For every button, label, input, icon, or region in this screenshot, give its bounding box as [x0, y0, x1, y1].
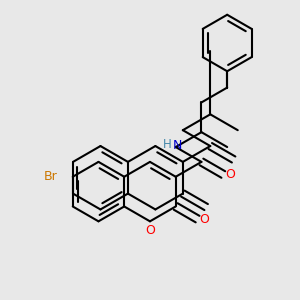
Text: H: H [162, 138, 171, 151]
Text: O: O [225, 168, 235, 181]
Text: N: N [173, 139, 182, 152]
Text: Br: Br [44, 170, 58, 183]
Text: O: O [200, 213, 209, 226]
Text: O: O [145, 224, 155, 237]
